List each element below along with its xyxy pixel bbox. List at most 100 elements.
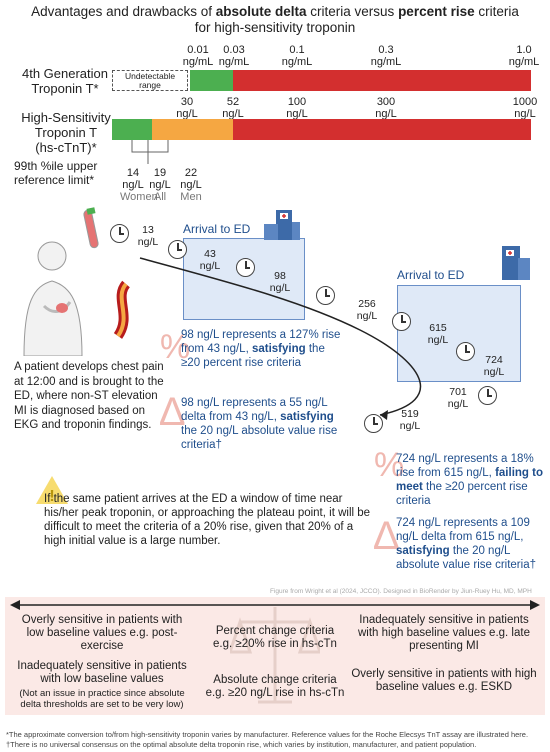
ref-unit: ng/L xyxy=(122,179,144,191)
gen4-tick-0: 0.01 ng/mL xyxy=(178,44,218,68)
tick-value: 0.3 xyxy=(378,44,394,56)
patient-chest-pain-icon xyxy=(23,207,131,356)
trop-unit: ng/L xyxy=(356,310,378,322)
clock-icon xyxy=(392,312,411,331)
left-top-text: Overly sensitive in patients with low ba… xyxy=(21,614,183,652)
tick-unit: ng/L xyxy=(176,108,198,120)
ref-all: 19 ng/L All xyxy=(148,167,172,203)
tl2-value-1: 615 ng/L xyxy=(424,322,452,346)
trop-unit: ng/L xyxy=(269,282,291,294)
ref-value: 14 xyxy=(126,167,140,179)
note-emphasis: satisfying xyxy=(280,411,334,423)
note-text: 724 ng/L represents a 109 ng/L delta fro… xyxy=(396,517,530,543)
tick-unit: ng/L xyxy=(375,108,397,120)
hs-tick-1: 52 ng/L xyxy=(216,96,250,120)
hs-tick-0: 30 ng/L xyxy=(170,96,204,120)
note-text: 724 ng/L represents a 18% rise from 615 … xyxy=(396,453,534,479)
tick-value: 30 xyxy=(180,96,194,108)
trop-value: 98 xyxy=(274,270,286,282)
trop-value: 43 xyxy=(204,248,216,260)
gen4-label: 4th Generation Troponin T* xyxy=(10,66,120,96)
center-bottom-line1: Absolute change criteria xyxy=(213,674,337,686)
reference-bracket xyxy=(131,140,169,164)
trop-value: 256 xyxy=(358,298,376,310)
title-part: Advantages and drawbacks of xyxy=(31,4,216,19)
balance-scale-icon xyxy=(230,607,320,704)
ref-group: Men xyxy=(180,191,202,203)
trop-value: 724 xyxy=(485,354,503,366)
hs-bar-orange xyxy=(152,119,233,140)
hs-tick-2: 100 ng/L xyxy=(280,96,314,120)
tick-unit: ng/L xyxy=(514,108,536,120)
center-bottom-text: Absolute change criteria e.g. ≥20 ng/L ri… xyxy=(195,674,355,700)
ref-label-line1: 99th %ile upper xyxy=(14,159,98,173)
gen4-label-line1: 4th Generation xyxy=(21,66,108,81)
tl2-value-3: 701 ng/L xyxy=(444,386,472,410)
ref-value: 22 xyxy=(184,167,198,179)
gen4-bar-green xyxy=(190,70,233,91)
right-top-text: Inadequately sensitive in patients with … xyxy=(358,614,530,652)
ref-women: 14 ng/L Women xyxy=(120,167,158,203)
ref-unit: ng/L xyxy=(149,179,171,191)
note-text: the ≥20 percent rise criteria xyxy=(396,481,528,507)
tick-value: 300 xyxy=(376,96,396,108)
gen4-bar-red xyxy=(233,70,531,91)
center-bottom-line2: e.g. ≥20 ng/L rise in hs-cTn xyxy=(205,687,345,699)
note-emphasis: satisfying xyxy=(396,545,450,557)
trop-value: 519 xyxy=(401,408,419,420)
note-percent-2: 724 ng/L represents a 18% rise from 615 … xyxy=(396,452,548,508)
hs-bar-green xyxy=(112,119,152,140)
percent-icon: % xyxy=(374,446,405,484)
footnote-2: †There is no universal consensus on the … xyxy=(6,740,477,749)
tick-value: 1.0 xyxy=(516,44,532,56)
delta-icon: ∆ xyxy=(160,390,185,434)
ref-group: Women xyxy=(120,191,158,203)
tick-value: 1000 xyxy=(512,96,538,108)
center-top-text: Percent change criteria e.g. ≥20% rise in… xyxy=(195,625,355,651)
tl2-value-0: 256 ng/L xyxy=(352,298,382,322)
tick-unit: ng/mL xyxy=(218,56,250,68)
trop-value: 701 xyxy=(449,386,467,398)
left-bottom-text: Inadequately sensitive in patients with … xyxy=(17,660,187,685)
gen4-tick-1: 0.03 ng/mL xyxy=(214,44,254,68)
tick-value: 0.03 xyxy=(223,44,245,56)
warning-icon: ! xyxy=(36,476,68,505)
ed-box-2 xyxy=(397,285,521,382)
ref-value: 19 xyxy=(153,167,167,179)
undetectable-line2: range xyxy=(139,80,161,90)
hs-bar-red xyxy=(233,119,531,140)
figure-title: Advantages and drawbacks of absolute del… xyxy=(0,4,550,36)
note-emphasis: satisfying xyxy=(251,343,306,355)
gen4-tick-3: 0.3 ng/mL xyxy=(366,44,406,68)
clock-icon xyxy=(110,224,129,243)
note-emphasis: failing to meet xyxy=(396,467,543,493)
center-top-line2: e.g. ≥20% rise in hs-cTn xyxy=(213,638,337,650)
hospital-icon xyxy=(502,246,530,280)
ref-label-line2: reference limit* xyxy=(14,173,95,187)
hospital-icon xyxy=(264,210,300,240)
svg-text:!: ! xyxy=(49,488,54,505)
title-part: criteria xyxy=(474,4,519,19)
tl2-value-2: 724 ng/L xyxy=(480,354,508,378)
trop-unit: ng/L xyxy=(199,260,221,272)
clock-icon xyxy=(168,240,187,259)
tl1-value-1: 43 ng/L xyxy=(196,248,224,272)
clock-icon xyxy=(456,342,475,361)
undetectable-range: Undetectable range xyxy=(112,70,188,91)
tl1-value-0: 13 ng/L xyxy=(134,224,162,248)
gen4-label-line2: Troponin T* xyxy=(31,81,99,96)
tick-value: 0.1 xyxy=(289,44,305,56)
note-delta-1: 98 ng/L represents a 55 ng/L delta from … xyxy=(181,396,341,452)
ed-box-1 xyxy=(183,238,305,320)
note-text: the 20 ng/L absolute value rise criteria… xyxy=(396,545,536,571)
tick-value: 52 xyxy=(226,96,240,108)
left-bottom-note: (Not an issue in practice since absolute… xyxy=(19,688,185,710)
title-bold-absolute: absolute delta xyxy=(215,4,307,19)
tick-value: 100 xyxy=(287,96,307,108)
title-line2: for high-sensitivity troponin xyxy=(194,20,356,35)
delta-icon: ∆ xyxy=(374,514,399,558)
note-text: 98 ng/L represents a 55 ng/L delta from … xyxy=(181,397,328,423)
hs-label-line2: Troponin T xyxy=(34,125,98,140)
arrival-label-2: Arrival to ED xyxy=(397,268,465,282)
